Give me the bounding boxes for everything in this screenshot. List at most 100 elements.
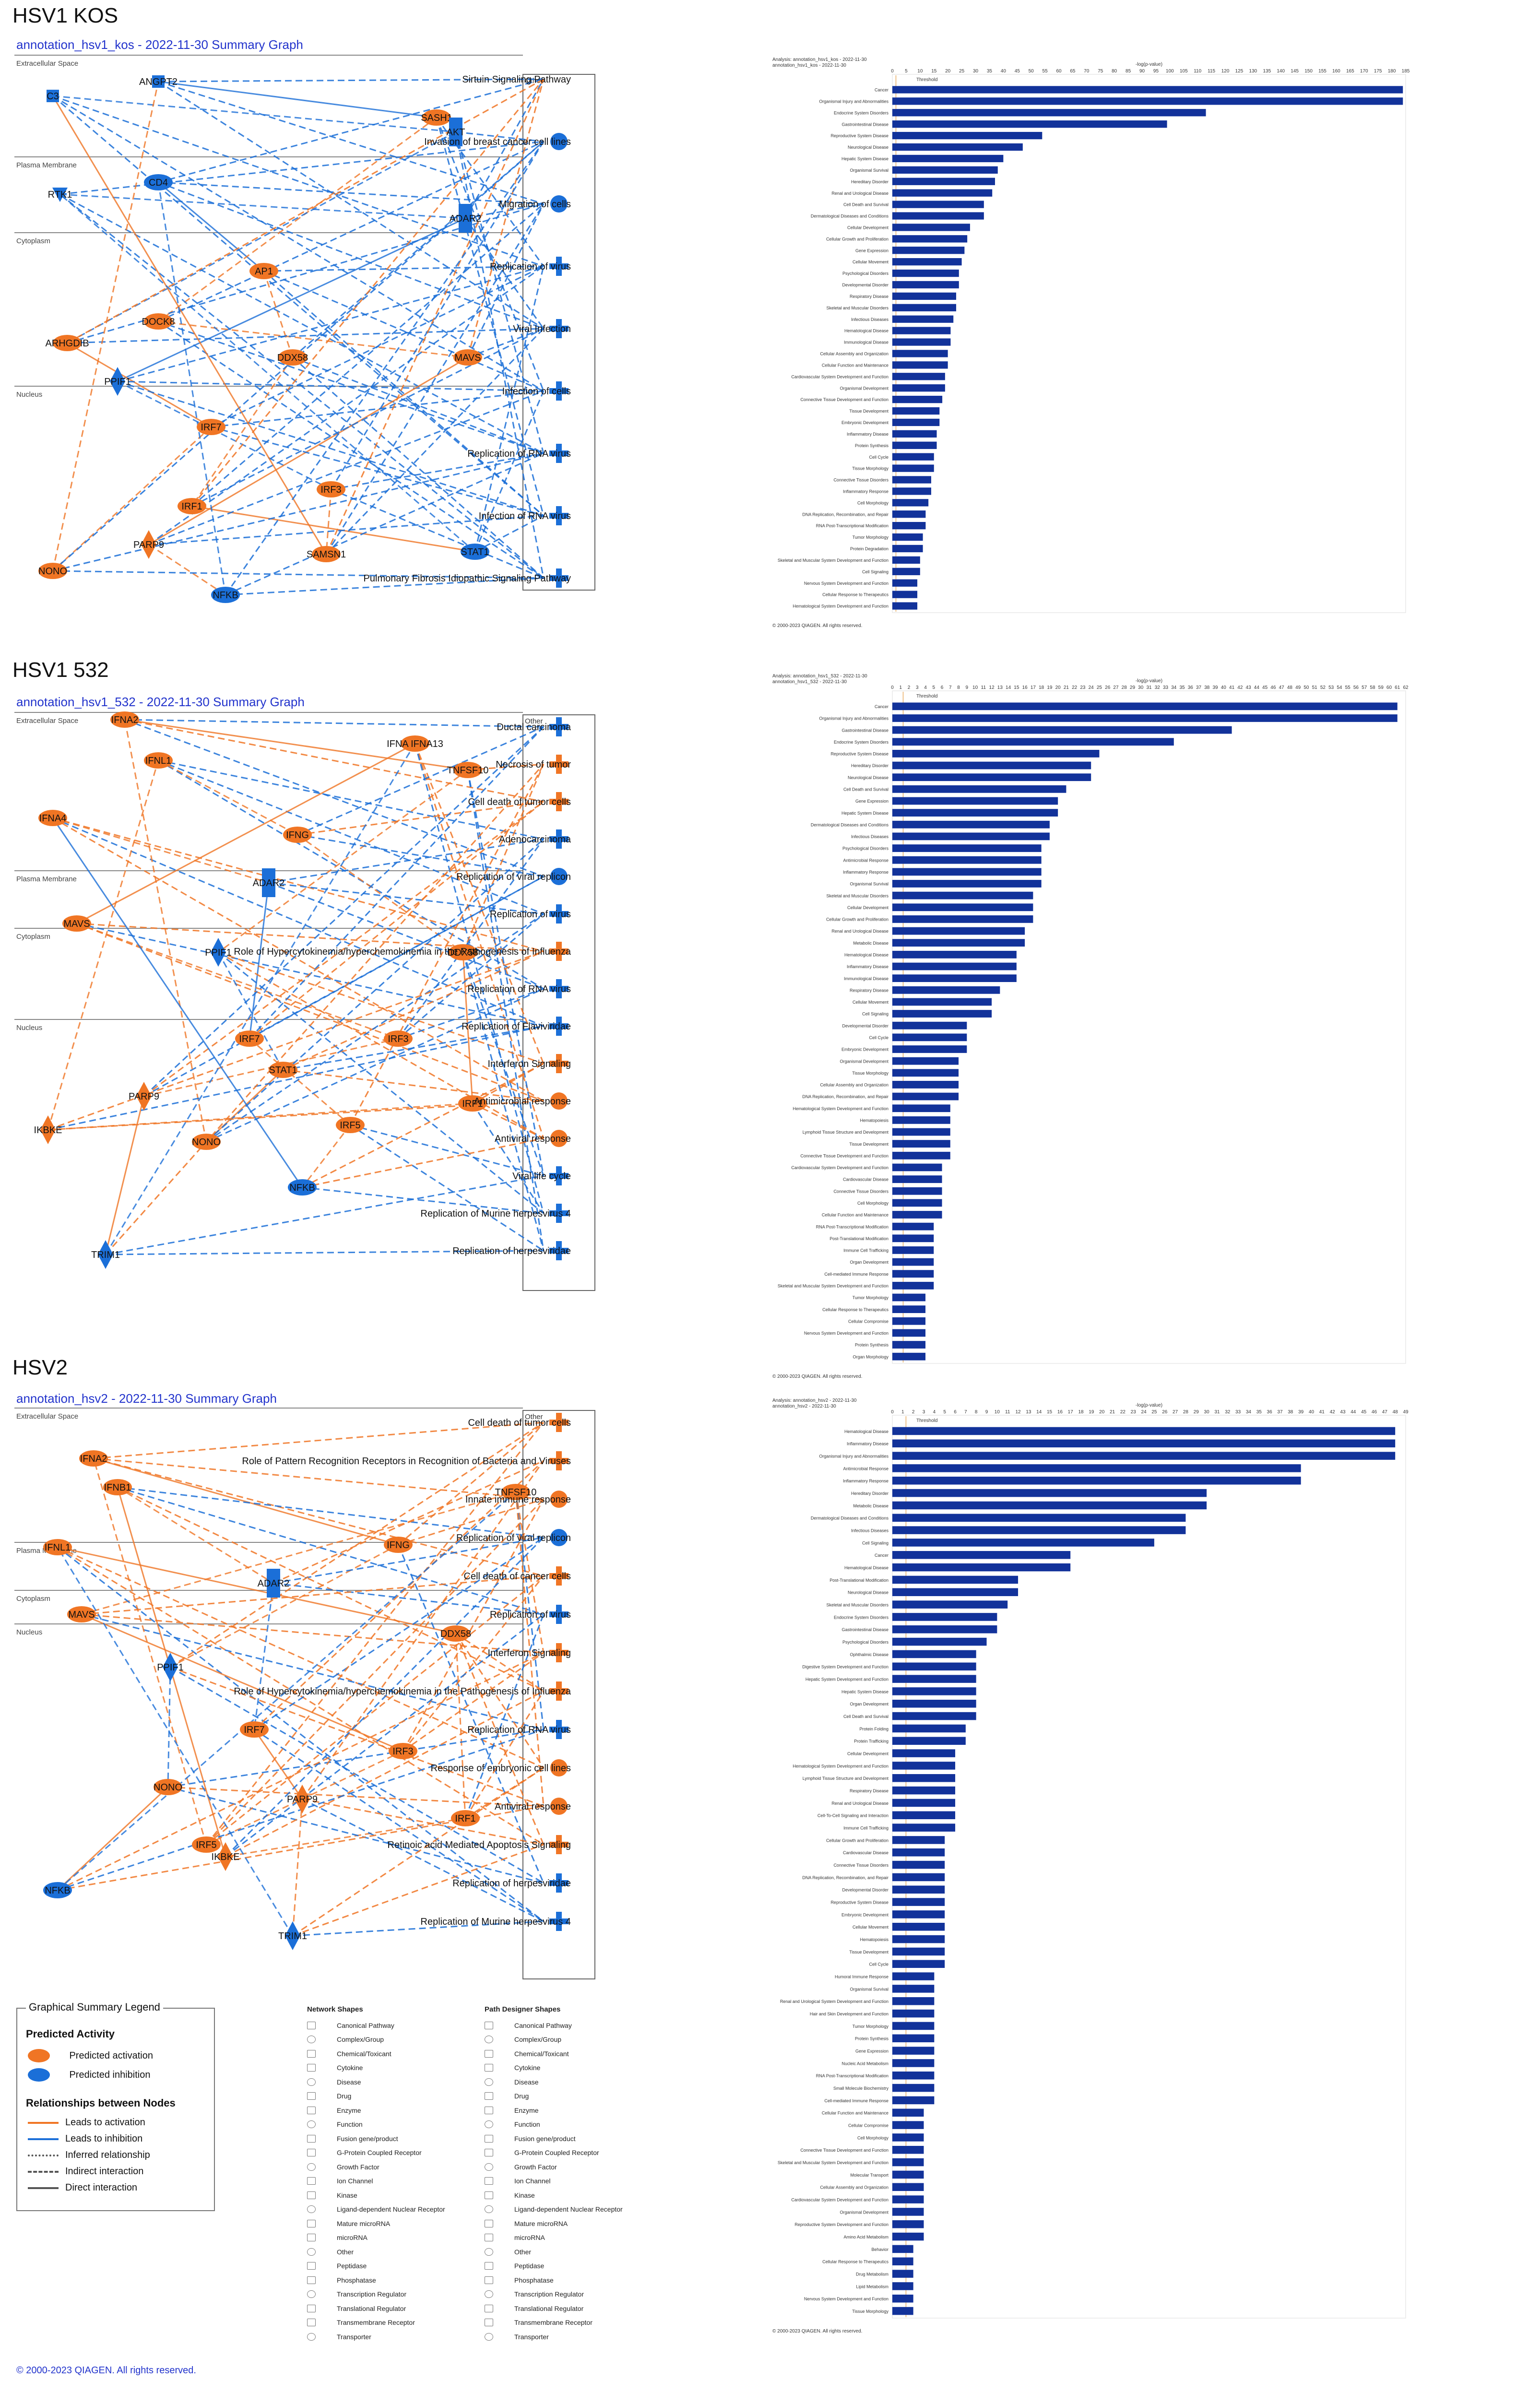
category-label: Post-Translational Modification	[829, 1236, 888, 1241]
edge-line	[158, 320, 544, 454]
path-designer-shape-label: Phosphatase	[514, 2276, 554, 2284]
bar	[892, 1960, 945, 1968]
bar	[892, 1539, 1154, 1547]
node-ifna2-icon	[79, 1450, 108, 1467]
edge-line	[254, 1537, 544, 1730]
edge-line	[225, 577, 544, 596]
edge-line	[67, 328, 544, 344]
function-label: Replication of virus	[490, 1610, 571, 1620]
network-shape-label: Peptidase	[337, 2262, 367, 2270]
x-tick-label: 49	[1403, 1409, 1409, 1415]
edge-line	[301, 1125, 351, 1188]
bar	[892, 702, 1398, 710]
function-cross-icon	[549, 381, 569, 401]
edge-line	[462, 952, 474, 1104]
category-label: Organ Development	[850, 1702, 888, 1706]
x-tick-label: 27	[1113, 685, 1119, 690]
edge-line	[462, 952, 545, 1176]
legend-relationship-heading: Relationships between Nodes	[26, 2097, 176, 2109]
edge-line	[117, 380, 544, 517]
bar	[892, 2294, 913, 2303]
category-label: DNA Replication, Recombination, and Repa…	[802, 512, 888, 517]
edge-line	[59, 141, 544, 195]
edge-line	[398, 1498, 544, 1546]
path-designer-shape-row: Kinase	[485, 2188, 667, 2203]
edge-line	[263, 271, 294, 358]
node-parp9-icon	[141, 530, 156, 559]
function-cross-icon	[549, 568, 569, 588]
edge-line	[455, 131, 545, 454]
edge-line	[225, 1817, 466, 1858]
function-cross-icon	[549, 319, 569, 338]
legend-rel-label: Indirect interaction	[65, 2166, 144, 2177]
node-label: AP1	[255, 266, 273, 277]
legend-title: Graphical Summary Legend	[26, 2001, 163, 2013]
node-ifna2-icon	[110, 711, 139, 728]
edge-line	[170, 1666, 544, 1884]
x-tick-label: 15	[1014, 685, 1019, 690]
x-tick-label: 25	[1151, 1409, 1157, 1415]
category-label: Cell Signaling	[862, 569, 888, 574]
edge-line	[325, 203, 545, 555]
x-tick-label: 80	[1112, 69, 1117, 74]
bar	[892, 1501, 1207, 1510]
node-label: MAVS	[63, 919, 90, 929]
edge-line	[57, 1547, 294, 1936]
x-tick-label: 50	[1029, 69, 1034, 74]
node-label: IFNG	[387, 1540, 410, 1551]
edge-line	[398, 988, 544, 1040]
nodes: IFNA2 IFNL1 IFNA4 IFNA IFNA13 TNFSF10 IFNG ADA…	[34, 711, 571, 1269]
edge-line	[297, 801, 544, 836]
bar	[892, 1885, 945, 1894]
node-label: IKBKE	[212, 1852, 240, 1862]
nodes: IFNA2 IFNB1 TNFSF10 IFNL1 IFNG ADAR2 MAVS DDX58…	[43, 1413, 571, 1950]
node-label: IRF7	[201, 422, 221, 433]
category-label: Amino Acid Metabolism	[843, 2235, 888, 2239]
category-label: Skeletal and Muscular System Development…	[778, 1284, 888, 1289]
bar	[892, 1258, 934, 1266]
category-label: Immune Cell Trafficking	[843, 1248, 888, 1253]
path-designer-shape-shape-icon	[485, 2276, 493, 2284]
function-label: Innate immune response	[465, 1494, 571, 1505]
network-shape-row: Complex/Group	[307, 2033, 489, 2047]
x-tick-label: 43	[1340, 1409, 1346, 1415]
node-irf7-icon	[240, 1721, 269, 1738]
edge-line	[57, 1546, 544, 1769]
edge-line	[67, 78, 544, 344]
edge-line	[117, 380, 332, 490]
edge-line	[225, 141, 545, 595]
category-label: Tissue Development	[849, 1142, 888, 1147]
bar	[892, 1033, 967, 1042]
x-tick-label: 70	[1084, 69, 1090, 74]
edge-line	[93, 1421, 544, 1459]
network-shape-label: Transmembrane Receptor	[337, 2319, 415, 2327]
edge-line	[218, 951, 544, 1139]
x-tick-label: 60	[1386, 685, 1392, 690]
node-label: ADAR2	[253, 878, 285, 888]
category-label: Cellular Assembly and Organization	[820, 2185, 888, 2190]
bar	[892, 832, 1050, 841]
edge-line	[217, 952, 284, 1070]
bar	[892, 545, 923, 553]
x-tick-label: 28	[1183, 1409, 1189, 1415]
x-tick-label: 38	[1204, 685, 1210, 690]
edge-line	[81, 1613, 544, 1730]
network-shape-label: microRNA	[337, 2234, 367, 2242]
x-tick-label: 61	[1395, 685, 1400, 690]
category-label: Cell Cycle	[869, 455, 888, 460]
path-designer-shape-row: Translational Regulator	[485, 2301, 667, 2316]
edge-line	[302, 1137, 544, 1188]
edge-line	[464, 79, 545, 219]
edge-line	[158, 759, 298, 836]
node-ppif1-icon	[163, 1653, 178, 1682]
bar	[892, 327, 951, 334]
bar	[892, 2034, 935, 2043]
function-cross-icon	[549, 904, 569, 924]
x-tick-label: 55	[1042, 69, 1048, 74]
function-label: Replication of herpesviridae	[452, 1878, 571, 1889]
category-label: Developmental Disorder	[842, 1888, 888, 1893]
bar	[892, 1452, 1396, 1460]
edge-line	[117, 1486, 544, 1615]
function-label: Replication of Flaviviridae	[462, 1021, 571, 1032]
path-designer-shape-shape-icon	[485, 2092, 493, 2100]
